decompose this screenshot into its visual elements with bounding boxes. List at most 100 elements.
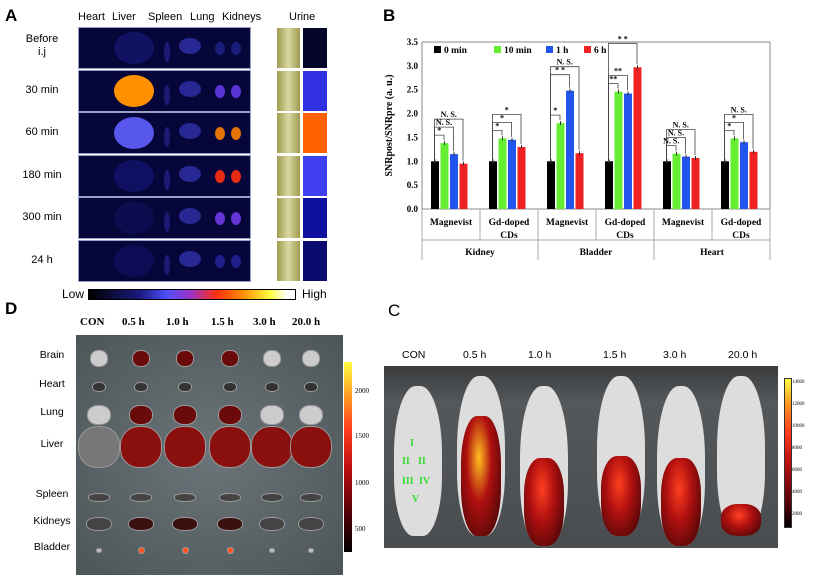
- spleen-signal: [164, 84, 170, 105]
- column-header: 3.0 h: [253, 316, 276, 328]
- fluorescence-signal: [721, 504, 761, 536]
- column-header: 3.0 h: [663, 349, 687, 361]
- liver-signal: [114, 159, 154, 192]
- organ-sample: [176, 349, 194, 367]
- organ-sample: [96, 547, 102, 553]
- bar-1h: [508, 139, 516, 209]
- region-label: II: [418, 456, 426, 467]
- y-tick-label: 0.5: [407, 180, 419, 190]
- y-axis-label: SNRpost/SNRpre (a. u.): [384, 74, 395, 176]
- urine-tube-photo: [276, 239, 301, 282]
- row-label: 24 h: [31, 253, 53, 266]
- organ-sample: [88, 492, 110, 502]
- bar-10min: [556, 123, 565, 209]
- organ-image-row: [78, 69, 251, 112]
- column-header: CON: [402, 349, 426, 361]
- bar-6h: [517, 146, 526, 209]
- organ-sample: [128, 517, 154, 531]
- liver-signal: [114, 74, 154, 107]
- significance-bracket: [724, 113, 754, 162]
- organ-sample: [269, 547, 275, 553]
- significance-bracket: [608, 42, 638, 162]
- organ-sample: [226, 546, 234, 554]
- legend-swatch: [494, 46, 501, 53]
- significance-label: *: [437, 126, 441, 135]
- organ-sample: [251, 426, 293, 468]
- organ-sample: [304, 382, 318, 392]
- region-label: III: [402, 476, 414, 487]
- fluorescence-signal: [524, 458, 564, 546]
- lung-signal: [179, 208, 201, 224]
- kidney-signal: [231, 84, 241, 98]
- organ-sample: [134, 382, 148, 392]
- significance-label: N. S.: [436, 118, 452, 127]
- organ-sample: [299, 405, 323, 425]
- column-header: 1.0 h: [528, 349, 552, 361]
- legend-label: 0 min: [444, 46, 468, 56]
- category-label: CDs: [732, 231, 750, 241]
- column-header-heart: Heart: [78, 11, 105, 23]
- significance-label: N. S.: [731, 105, 747, 114]
- bar-0min: [547, 161, 555, 209]
- significance-bracket: [550, 66, 580, 162]
- colorbar-a: [88, 289, 296, 300]
- organ-sample: [137, 546, 145, 554]
- column-header: 20.0 h: [728, 349, 758, 361]
- significance-label: N. S.: [668, 129, 684, 138]
- urine-tube-photo: [276, 154, 301, 197]
- category-label: CDs: [616, 231, 634, 241]
- category-label: Gd-doped: [721, 218, 762, 228]
- legend-swatch: [434, 46, 441, 53]
- fluorescence-signal: [461, 416, 501, 536]
- kidney-signal: [215, 212, 225, 225]
- lung-signal: [179, 80, 201, 97]
- y-tick-label: 2.5: [407, 85, 419, 95]
- urine-fluorescence: [302, 112, 328, 154]
- row-label-kidneys: Kidneys: [33, 515, 71, 527]
- significance-bracket: [666, 129, 696, 162]
- urine-tube-photo: [276, 197, 301, 239]
- panel-c-label: C: [388, 301, 401, 320]
- legend-swatch: [546, 46, 553, 53]
- urine-fluorescence: [302, 154, 328, 197]
- category-label: Magnevist: [430, 218, 473, 228]
- category-label: CDs: [500, 231, 518, 241]
- y-tick-label: 0.0: [407, 204, 419, 214]
- bar-1h: [566, 90, 574, 209]
- organ-sample: [259, 517, 285, 531]
- urine-fluorescence: [302, 239, 328, 282]
- row-label: 180 min: [22, 168, 62, 181]
- column-header: 20.0 h: [292, 316, 321, 328]
- legend-label: 10 min: [504, 46, 532, 56]
- column-header-kidneys: Kidneys: [222, 11, 262, 23]
- legend-label: 1 h: [556, 46, 569, 56]
- organ-image-row: [78, 27, 251, 69]
- lung-signal: [179, 250, 201, 267]
- panel-d-organ-image: [76, 335, 343, 575]
- bar-0min: [431, 161, 439, 209]
- organ-sample: [217, 517, 243, 531]
- column-header: 1.5 h: [211, 316, 234, 328]
- liver-signal: [114, 117, 154, 149]
- organ-sample: [120, 426, 162, 468]
- colorbar-tick-label: 12000: [792, 402, 805, 407]
- significance-bracket: [434, 118, 464, 162]
- colorbar-tick-label: 2000: [355, 387, 369, 395]
- significance-label: *: [505, 105, 509, 114]
- bar-1h: [740, 142, 748, 209]
- mouse: [657, 386, 705, 546]
- kidney-signal: [215, 254, 225, 268]
- organ-sample: [178, 382, 192, 392]
- kidney-signal: [231, 127, 241, 140]
- colorbar-tick-label: 1000: [355, 479, 369, 487]
- spleen-signal: [164, 254, 170, 275]
- urine-header: Urine: [289, 11, 316, 23]
- liver-signal: [114, 202, 154, 234]
- fluorescence-signal: [601, 456, 641, 536]
- liver-signal: [114, 32, 154, 64]
- column-header-spleen: Spleen: [148, 11, 183, 23]
- significance-label: * *: [618, 34, 628, 43]
- organ-sample: [92, 382, 106, 392]
- colorbar-tick-label: 4000: [792, 490, 802, 495]
- row-label: 300 min: [22, 211, 62, 223]
